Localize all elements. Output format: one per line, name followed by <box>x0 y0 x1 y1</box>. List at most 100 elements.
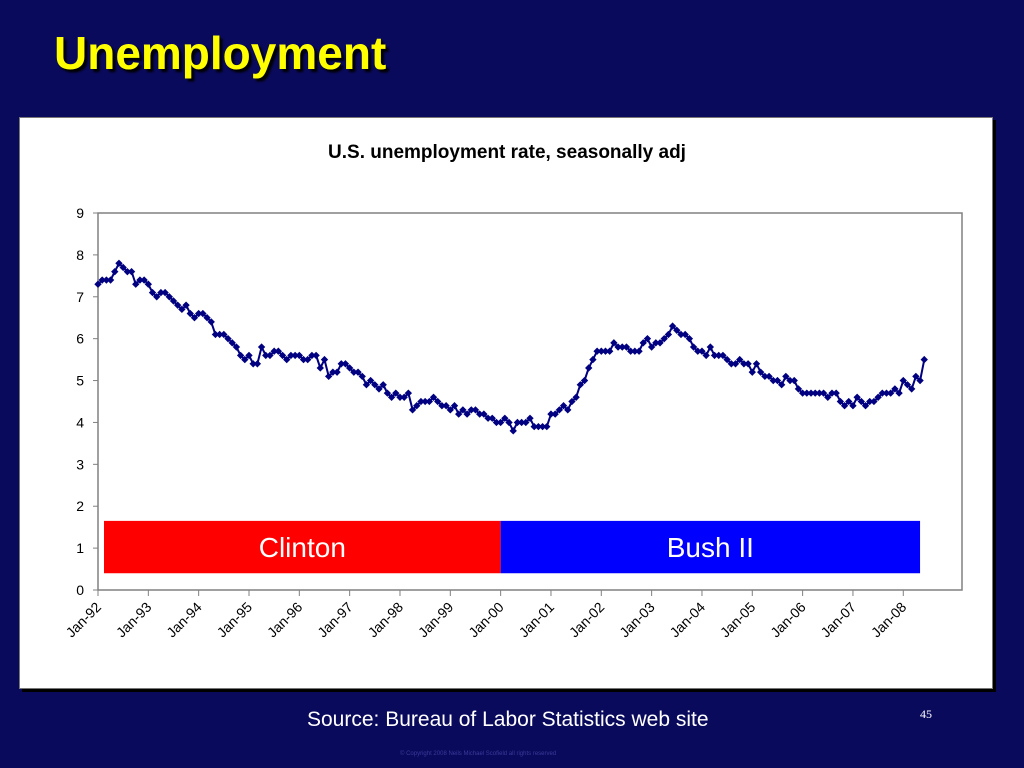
data-point <box>794 385 803 393</box>
data-point <box>404 389 413 397</box>
unemployment-chart: U.S. unemployment rate, seasonally adj 0… <box>63 142 963 641</box>
data-point <box>870 397 878 406</box>
data-point <box>798 389 807 397</box>
data-point <box>589 355 597 364</box>
data-point <box>845 397 853 406</box>
data-point <box>421 397 429 406</box>
data-point <box>400 393 408 401</box>
x-tick-label: Jan-04 <box>666 599 708 641</box>
data-point <box>408 406 417 414</box>
data-point <box>153 293 161 301</box>
data-point <box>891 385 899 393</box>
x-tick-label: Jan-02 <box>566 599 608 641</box>
data-point <box>127 267 136 276</box>
data-point <box>375 385 383 393</box>
data-point <box>119 263 127 272</box>
data-point <box>450 402 459 410</box>
x-tick-label: Jan-00 <box>465 599 507 641</box>
data-point <box>262 351 270 360</box>
data-point <box>895 389 903 397</box>
data-point <box>438 402 446 410</box>
x-tick-label: Jan-95 <box>214 599 256 641</box>
presidency-band <box>500 520 921 574</box>
x-tick-label: Jan-97 <box>314 599 356 641</box>
y-tick-label: 9 <box>76 205 84 221</box>
data-point <box>559 402 568 410</box>
data-point <box>224 334 232 343</box>
chart-title: U.S. unemployment rate, seasonally adj <box>328 142 686 163</box>
data-point <box>811 389 819 397</box>
data-point <box>165 293 173 301</box>
slide-title: Unemployment <box>54 27 387 79</box>
data-point <box>639 339 647 347</box>
data-point <box>656 339 664 347</box>
data-point <box>740 360 748 368</box>
data-point <box>517 418 526 427</box>
data-point <box>463 410 471 418</box>
data-point <box>270 347 278 355</box>
data-point <box>111 267 119 276</box>
data-point <box>371 381 379 389</box>
y-tick-label: 7 <box>76 289 84 305</box>
x-tick-label: Jan-93 <box>113 599 155 641</box>
x-tick-label: Jan-01 <box>516 599 558 641</box>
data-point <box>543 422 551 431</box>
data-point <box>786 376 794 385</box>
data-point <box>761 372 769 381</box>
x-tick-label: Jan-96 <box>264 599 306 641</box>
data-point <box>912 372 920 381</box>
data-point <box>677 330 685 339</box>
data-point <box>807 389 815 397</box>
data-point <box>505 418 513 427</box>
data-point <box>576 381 585 389</box>
data-point <box>757 368 765 376</box>
data-point <box>828 389 836 397</box>
data-point <box>874 393 882 401</box>
data-point <box>266 351 274 360</box>
data-point <box>274 347 283 355</box>
data-point <box>245 351 253 360</box>
data-point <box>182 301 190 309</box>
data-point <box>836 397 845 406</box>
data-point <box>337 360 345 368</box>
data-point <box>459 406 467 414</box>
data-point <box>681 330 689 339</box>
data-point <box>752 360 761 368</box>
data-point <box>647 343 656 351</box>
data-point <box>475 410 484 418</box>
data-point <box>626 347 635 355</box>
data-point <box>744 360 752 368</box>
presidency-band <box>104 520 501 574</box>
data-point <box>907 385 916 393</box>
data-point <box>564 406 572 414</box>
data-point <box>698 347 706 355</box>
data-point <box>580 376 589 385</box>
data-point <box>790 376 798 385</box>
data-point <box>702 351 710 360</box>
data-point <box>803 389 811 397</box>
data-point <box>585 364 593 372</box>
data-point <box>861 402 870 410</box>
data-point <box>253 360 262 368</box>
data-point <box>849 402 857 410</box>
y-tick-label: 4 <box>76 414 84 430</box>
data-point <box>354 368 362 376</box>
data-point <box>396 393 404 401</box>
data-point <box>903 381 912 389</box>
data-point <box>819 389 828 397</box>
data-point <box>769 376 777 385</box>
data-point <box>765 372 773 381</box>
data-point <box>668 322 677 330</box>
data-point <box>186 309 194 318</box>
data-point <box>471 406 480 414</box>
data-point <box>551 410 559 418</box>
data-point <box>220 330 228 339</box>
y-tick-label: 3 <box>76 456 84 472</box>
data-point <box>555 406 564 414</box>
source-caption: Source: Bureau of Labor Statistics web s… <box>307 708 709 731</box>
data-point <box>538 422 547 431</box>
data-point <box>236 351 245 360</box>
data-point <box>815 389 824 397</box>
data-point <box>782 372 790 381</box>
data-point <box>597 347 605 355</box>
